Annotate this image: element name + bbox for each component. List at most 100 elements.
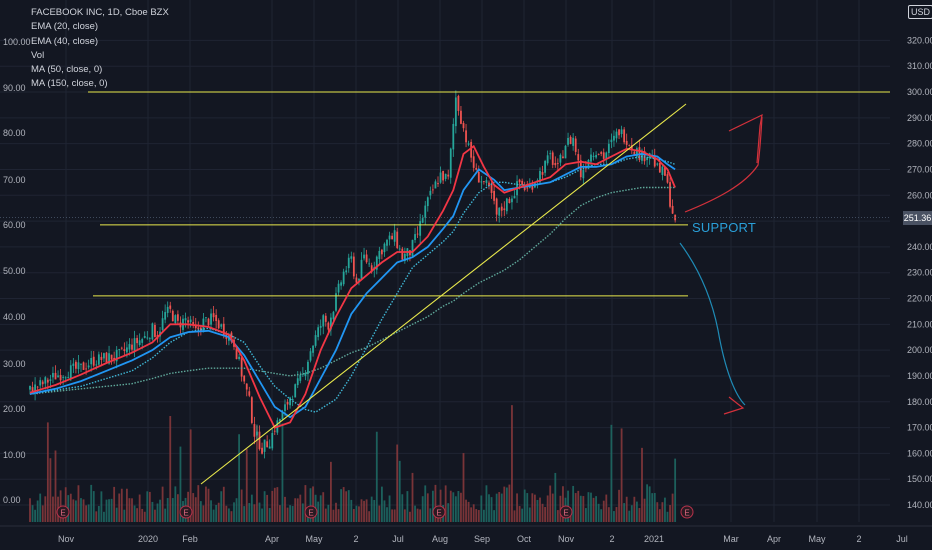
candle-body [238,356,240,359]
candle-body [511,198,513,203]
volume-bar [240,489,243,522]
volume-bar [205,486,207,522]
candle-body [342,271,345,285]
candle-body [284,404,286,411]
candle-body [217,320,220,329]
candle-body [625,140,628,145]
volume-bar [633,496,636,522]
volume-bar [108,499,110,522]
volume-bar [337,509,340,522]
earnings-circle [56,505,70,519]
candle-body [312,345,314,353]
volume-bar [44,496,47,522]
time-axis-label: Jul [896,534,908,544]
candle-body [194,324,197,329]
volume-bar [261,508,263,522]
volume-bar [546,495,549,522]
candle-body [314,335,317,346]
candle-body [505,198,508,212]
legend-ma50[interactable]: MA (50, close, 0) [31,64,103,76]
candle-body [87,365,90,368]
candle-body [383,243,386,253]
candle-body [618,129,620,136]
volume-bar [485,485,488,522]
legend-ema20[interactable]: EMA (20, close) [31,21,99,33]
candle-body [174,315,177,324]
candle-body [90,358,93,365]
legend-ma150[interactable]: MA (150, close, 0) [31,78,108,90]
time-axis[interactable]: Nov 2020 Feb Apr May 2 Jul Aug Sep Oct Nov 2 2021 Mar… [0,525,932,550]
volume-bar [360,499,363,522]
volume-bar [419,509,422,522]
volume-bar [146,491,149,522]
candle-body [541,172,544,175]
candle-body [92,356,95,366]
candle-body [554,163,557,166]
candle-body [256,431,258,436]
candle-body [623,129,626,143]
candle-body [582,170,585,179]
time-axis-label: Feb [182,534,198,544]
legend-volume[interactable]: Vol [31,49,45,61]
volume-bar [263,491,266,522]
volume-bar [319,495,322,522]
candle-body [110,354,113,360]
legend-ema40[interactable]: EMA (40, close) [31,35,99,47]
candle-body [595,155,597,158]
volume-bar [467,501,470,522]
candle-body [77,362,80,370]
candle-body [544,160,546,173]
candle-body [289,397,291,406]
volume-bar [212,509,215,522]
chart-title[interactable]: FACEBOOK INC, 1D, Cboe BZX [31,7,169,18]
volume-bar [613,511,615,522]
volume-bar [653,492,656,522]
volume-bar [342,487,345,522]
volume-bar [368,511,371,522]
right-axis-label: 280.00 [907,139,932,149]
candle-body [108,353,110,364]
candle-body [146,337,149,339]
volume-bar [233,502,235,522]
right-axis-label: 240.00 [907,242,932,252]
candle-body [273,430,276,432]
candle-body [483,181,485,182]
candle-body [148,338,151,340]
volume-bar [148,491,151,522]
volume-bar [358,506,360,522]
candle-body [245,383,248,390]
candle-body [57,375,59,378]
candle-body [120,347,123,349]
volume-bar [671,493,674,522]
candle-body [592,155,595,157]
time-axis-label: Nov [558,534,575,544]
volume-bar [299,494,302,522]
volume-bar [388,495,391,522]
candle-body [653,156,656,167]
candle-body [671,205,674,214]
right-price-axis[interactable]: 320.00 310.00 300.00 290.00 280.00 270.00 260.… [890,0,932,550]
currency-badge[interactable]: USD [908,5,932,19]
volume-bar [585,508,587,522]
candle-body [495,198,498,215]
volume-bar [332,509,335,522]
volume-bar [477,510,480,522]
candle-body [381,249,383,255]
candle-body [564,145,567,159]
volume-bar [54,450,57,522]
earnings-circle [432,505,446,519]
volume-bar [75,500,77,522]
candle-body [628,145,631,146]
earnings-circle [680,505,694,519]
volume-bar [373,499,376,522]
volume-bar [286,507,289,522]
volume-bar [154,509,156,522]
candle-body [386,239,388,246]
candle-body [467,143,470,145]
right-axis-bg [890,0,932,550]
earnings-letter: E [684,509,689,518]
support-label: SUPPORT [692,220,757,235]
volume-bar [503,486,506,522]
time-axis-label: Apr [767,534,781,544]
